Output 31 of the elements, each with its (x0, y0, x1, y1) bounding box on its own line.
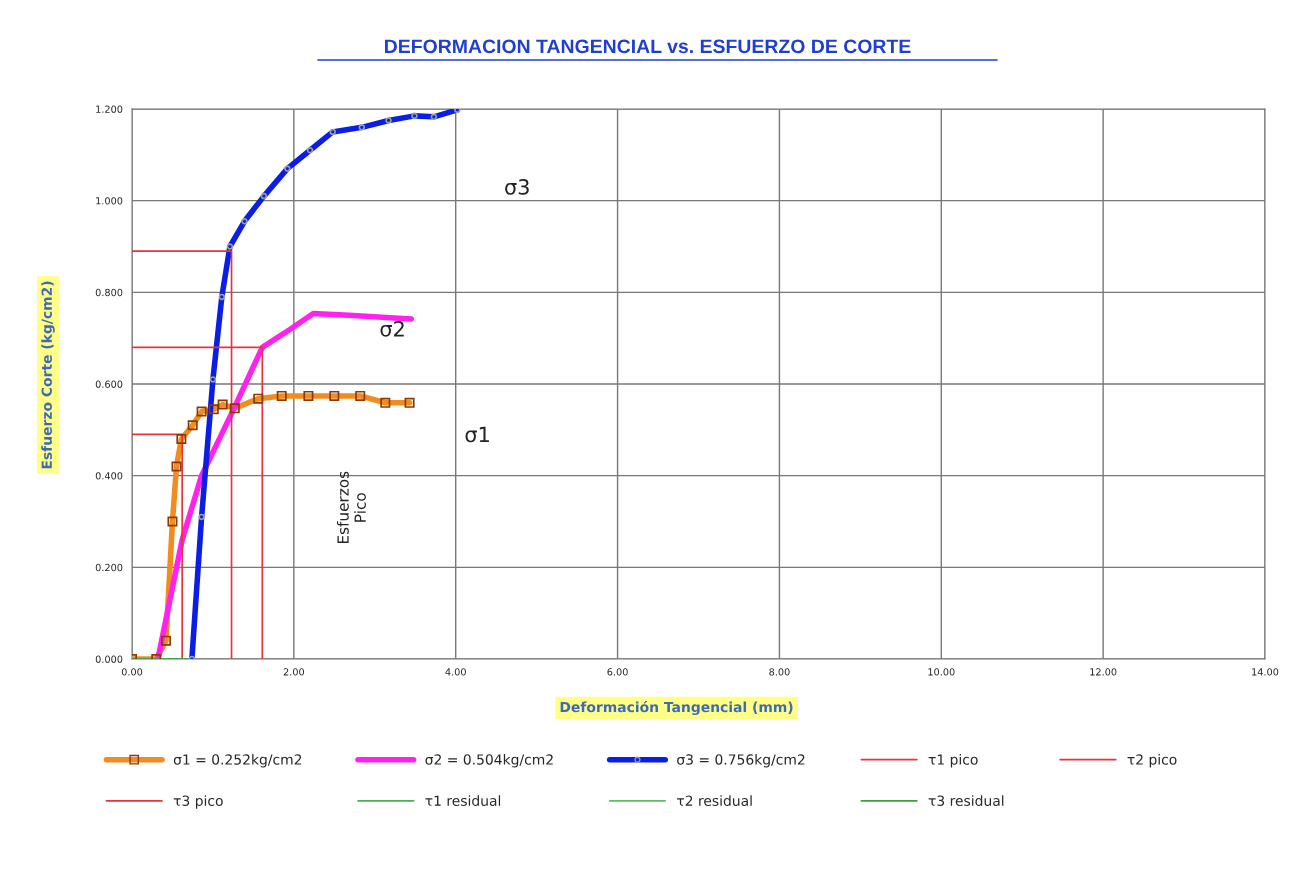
y-tick-label: 0.400 (95, 472, 123, 480)
x-axis-title: Deformación Tangencial (mm) (560, 700, 793, 716)
y-tick-label: 0.600 (95, 380, 123, 388)
annotation: σ1 (465, 426, 489, 443)
x-tick-label: 14.00 (1252, 668, 1279, 676)
legend-label: σ1 = 0.252kg/cm2 (173, 754, 302, 768)
y-axis-title: Esfuerzo Corte (kg/cm2) (41, 281, 55, 469)
legend-label: τ2 residual (677, 795, 752, 806)
annotation: Esfuerzos Pico (336, 471, 366, 544)
y-tick-label: 1.000 (96, 197, 123, 205)
x-tick-label: 10.00 (928, 668, 955, 676)
y-tick-label: 0.000 (95, 655, 123, 663)
legend-label: τ1 residual (425, 795, 501, 806)
x-tick-label: 12.00 (1090, 668, 1117, 676)
annotation: σ3 (505, 179, 529, 195)
chart-title: DEFORMACION TANGENCIAL vs. ESFUERZO DE CORTE (385, 39, 911, 54)
legend-label: τ3 pico (173, 795, 223, 809)
legend-label: τ3 residual (928, 795, 1004, 806)
x-tick-label: 6.00 (607, 668, 628, 676)
y-tick-label: 1.200 (96, 105, 123, 113)
y-tick-label: 0.800 (95, 288, 123, 297)
x-tick-label: 4.00 (445, 668, 466, 676)
legend-label: σ2 = 0.504kg/cm2 (425, 754, 553, 768)
legend-label: τ1 pico (928, 754, 978, 768)
x-tick-label: 8.00 (769, 668, 790, 676)
legend-label: σ3 = 0.756kg/cm2 (677, 754, 805, 768)
x-tick-label: 2.00 (283, 668, 305, 676)
legend-label: τ2 pico (1127, 754, 1177, 768)
annotation: σ2 (380, 320, 404, 337)
x-tick-label: 0.00 (121, 668, 143, 676)
y-tick-label: 0.200 (95, 563, 123, 572)
